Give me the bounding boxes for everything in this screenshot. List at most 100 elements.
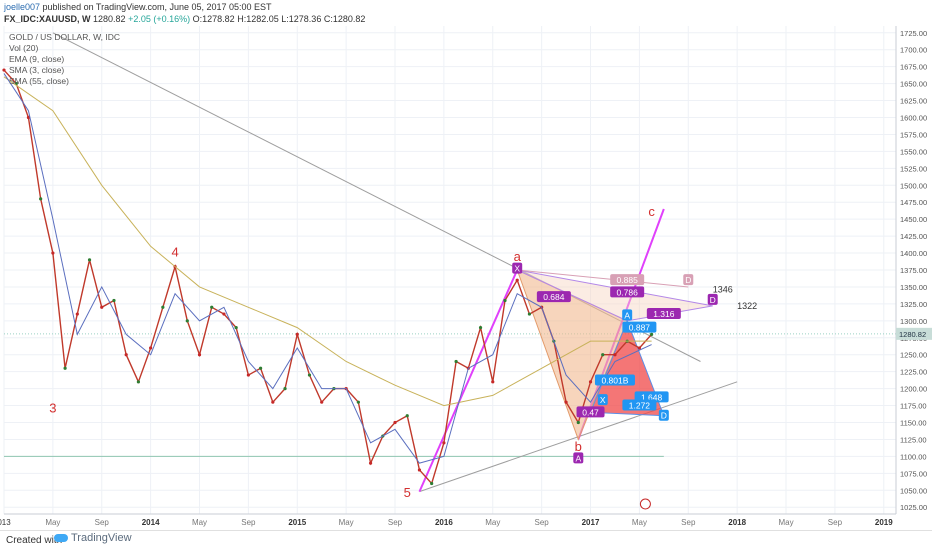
y-tick-label: 1425.00 — [900, 232, 927, 241]
price-point — [491, 380, 495, 384]
y-tick-label: 1350.00 — [900, 283, 927, 292]
price-target-label: 1322 — [737, 301, 757, 311]
price-point — [87, 258, 92, 262]
legend-entry: SMA (55, close) — [9, 76, 69, 86]
pattern-label: 0.885 — [610, 274, 645, 286]
series-line-1 — [3, 76, 652, 407]
pattern-label-box — [536, 291, 571, 303]
pattern-label-text: 1.272 — [629, 401, 651, 411]
y-tick-label: 1400.00 — [900, 249, 927, 258]
price-point — [259, 366, 263, 370]
wave-label-a: a — [514, 249, 522, 264]
wave-label-c: c — [648, 204, 655, 219]
x-tick-label: Sep — [681, 518, 696, 527]
pattern-label: 1.272 — [622, 399, 657, 411]
y-tick-label: 1650.00 — [900, 80, 927, 89]
brand-name: TradingView — [71, 532, 132, 544]
wave-label-3: 3 — [49, 400, 56, 415]
y-tick-label: 1600.00 — [900, 114, 927, 123]
legend-entry: SMA (3, close) — [9, 65, 64, 75]
price-point — [51, 251, 55, 255]
x-tick-label: May — [45, 518, 60, 527]
pattern-label: 1322 — [737, 301, 757, 311]
price-point — [650, 332, 654, 336]
price-point — [283, 387, 287, 391]
pattern-label: 0.801B — [594, 374, 635, 386]
price-point — [576, 420, 580, 425]
pattern-label-box — [576, 406, 605, 418]
pattern-label-text: 0.47 — [582, 407, 599, 417]
y-tick-label: 1500.00 — [900, 181, 927, 190]
x-tick-label: Sep — [828, 518, 843, 527]
pattern-label-box — [610, 286, 645, 298]
pattern-label: A — [622, 309, 633, 321]
pattern-label-box — [683, 274, 694, 286]
y-tick-label: 1050.00 — [900, 486, 927, 495]
y-tick-label: 1200.00 — [900, 385, 927, 394]
price-point — [222, 312, 226, 316]
x-tick-label: May — [485, 518, 500, 527]
pattern-label-text: 0.684 — [543, 292, 565, 302]
pattern-label-text: A — [575, 453, 581, 463]
close-value: C:1280.82 — [323, 14, 366, 24]
x-tick-label: May — [632, 518, 647, 527]
price-axis-background — [896, 26, 932, 530]
pattern-label-box — [610, 274, 645, 286]
y-tick-label: 1575.00 — [900, 130, 927, 139]
x-tick-label: 2018 — [728, 518, 746, 527]
price-point — [503, 298, 507, 303]
y-tick-label: 1475.00 — [900, 198, 927, 207]
last-price: 1280.82 — [93, 14, 126, 24]
price-point — [393, 420, 397, 425]
x-tick-label: Sep — [95, 518, 110, 527]
author-link[interactable]: joelle007 — [4, 2, 41, 12]
price-point — [197, 353, 202, 357]
tradingview-brand[interactable]: TradingView — [54, 532, 132, 544]
price-chart[interactable]: 345abcXA0.6840.8850.786DD13461322A0.8871… — [0, 26, 932, 530]
price-point — [75, 312, 79, 316]
publish-info: published on TradingView.com, June 05, 2… — [42, 2, 272, 12]
last-price-badge — [896, 327, 932, 340]
pattern-label-text: X — [600, 395, 606, 405]
pattern-label-text: 0.887 — [629, 323, 651, 333]
y-tick-label: 1700.00 — [900, 46, 927, 55]
pattern-label-text: 0.801B — [601, 375, 628, 385]
pattern-label-box — [597, 394, 608, 406]
y-tick-label: 1075.00 — [900, 469, 927, 478]
price-point — [234, 326, 238, 330]
legend-entry: Vol (20) — [9, 43, 38, 53]
pattern-label-box — [707, 293, 718, 305]
pattern-label: 0.786 — [610, 286, 645, 298]
y-tick-label: 1225.00 — [900, 368, 927, 377]
symbol-label: FX_IDC:XAUUSD, W — [4, 14, 91, 24]
pattern-leg-xd — [517, 269, 689, 288]
price-point — [613, 353, 617, 357]
price-point — [210, 305, 214, 309]
price-point — [368, 461, 373, 465]
price-point — [26, 115, 31, 120]
event-flag-icon — [639, 498, 651, 510]
x-tick-label: 2015 — [288, 518, 306, 527]
price-point — [100, 305, 104, 309]
pattern-label-text: A — [624, 310, 630, 320]
price-point — [39, 197, 43, 201]
price-point — [112, 298, 116, 303]
pattern-label: 0.887 — [622, 321, 657, 333]
x-tick-label: 2019 — [875, 518, 893, 527]
y-tick-label: 1550.00 — [900, 147, 927, 156]
price-point — [161, 305, 165, 309]
pattern-label-box — [658, 409, 669, 421]
x-tick-label: May — [192, 518, 207, 527]
price-point — [588, 380, 593, 384]
price-point — [442, 441, 446, 445]
x-tick-label: Sep — [388, 518, 403, 527]
footer-bar: Created with TradingView — [0, 530, 932, 551]
y-tick-label: 1625.00 — [900, 97, 927, 106]
price-point — [149, 346, 153, 350]
quote-line: FX_IDC:XAUUSD, W 1280.82 +2.05 (+0.16%) … — [4, 14, 365, 24]
pattern-label-text: D — [661, 411, 667, 421]
price-target-label: 1346 — [713, 285, 733, 295]
price-point — [515, 278, 519, 282]
pattern-label: X — [597, 394, 608, 406]
tradingview-logo-icon — [54, 534, 68, 542]
